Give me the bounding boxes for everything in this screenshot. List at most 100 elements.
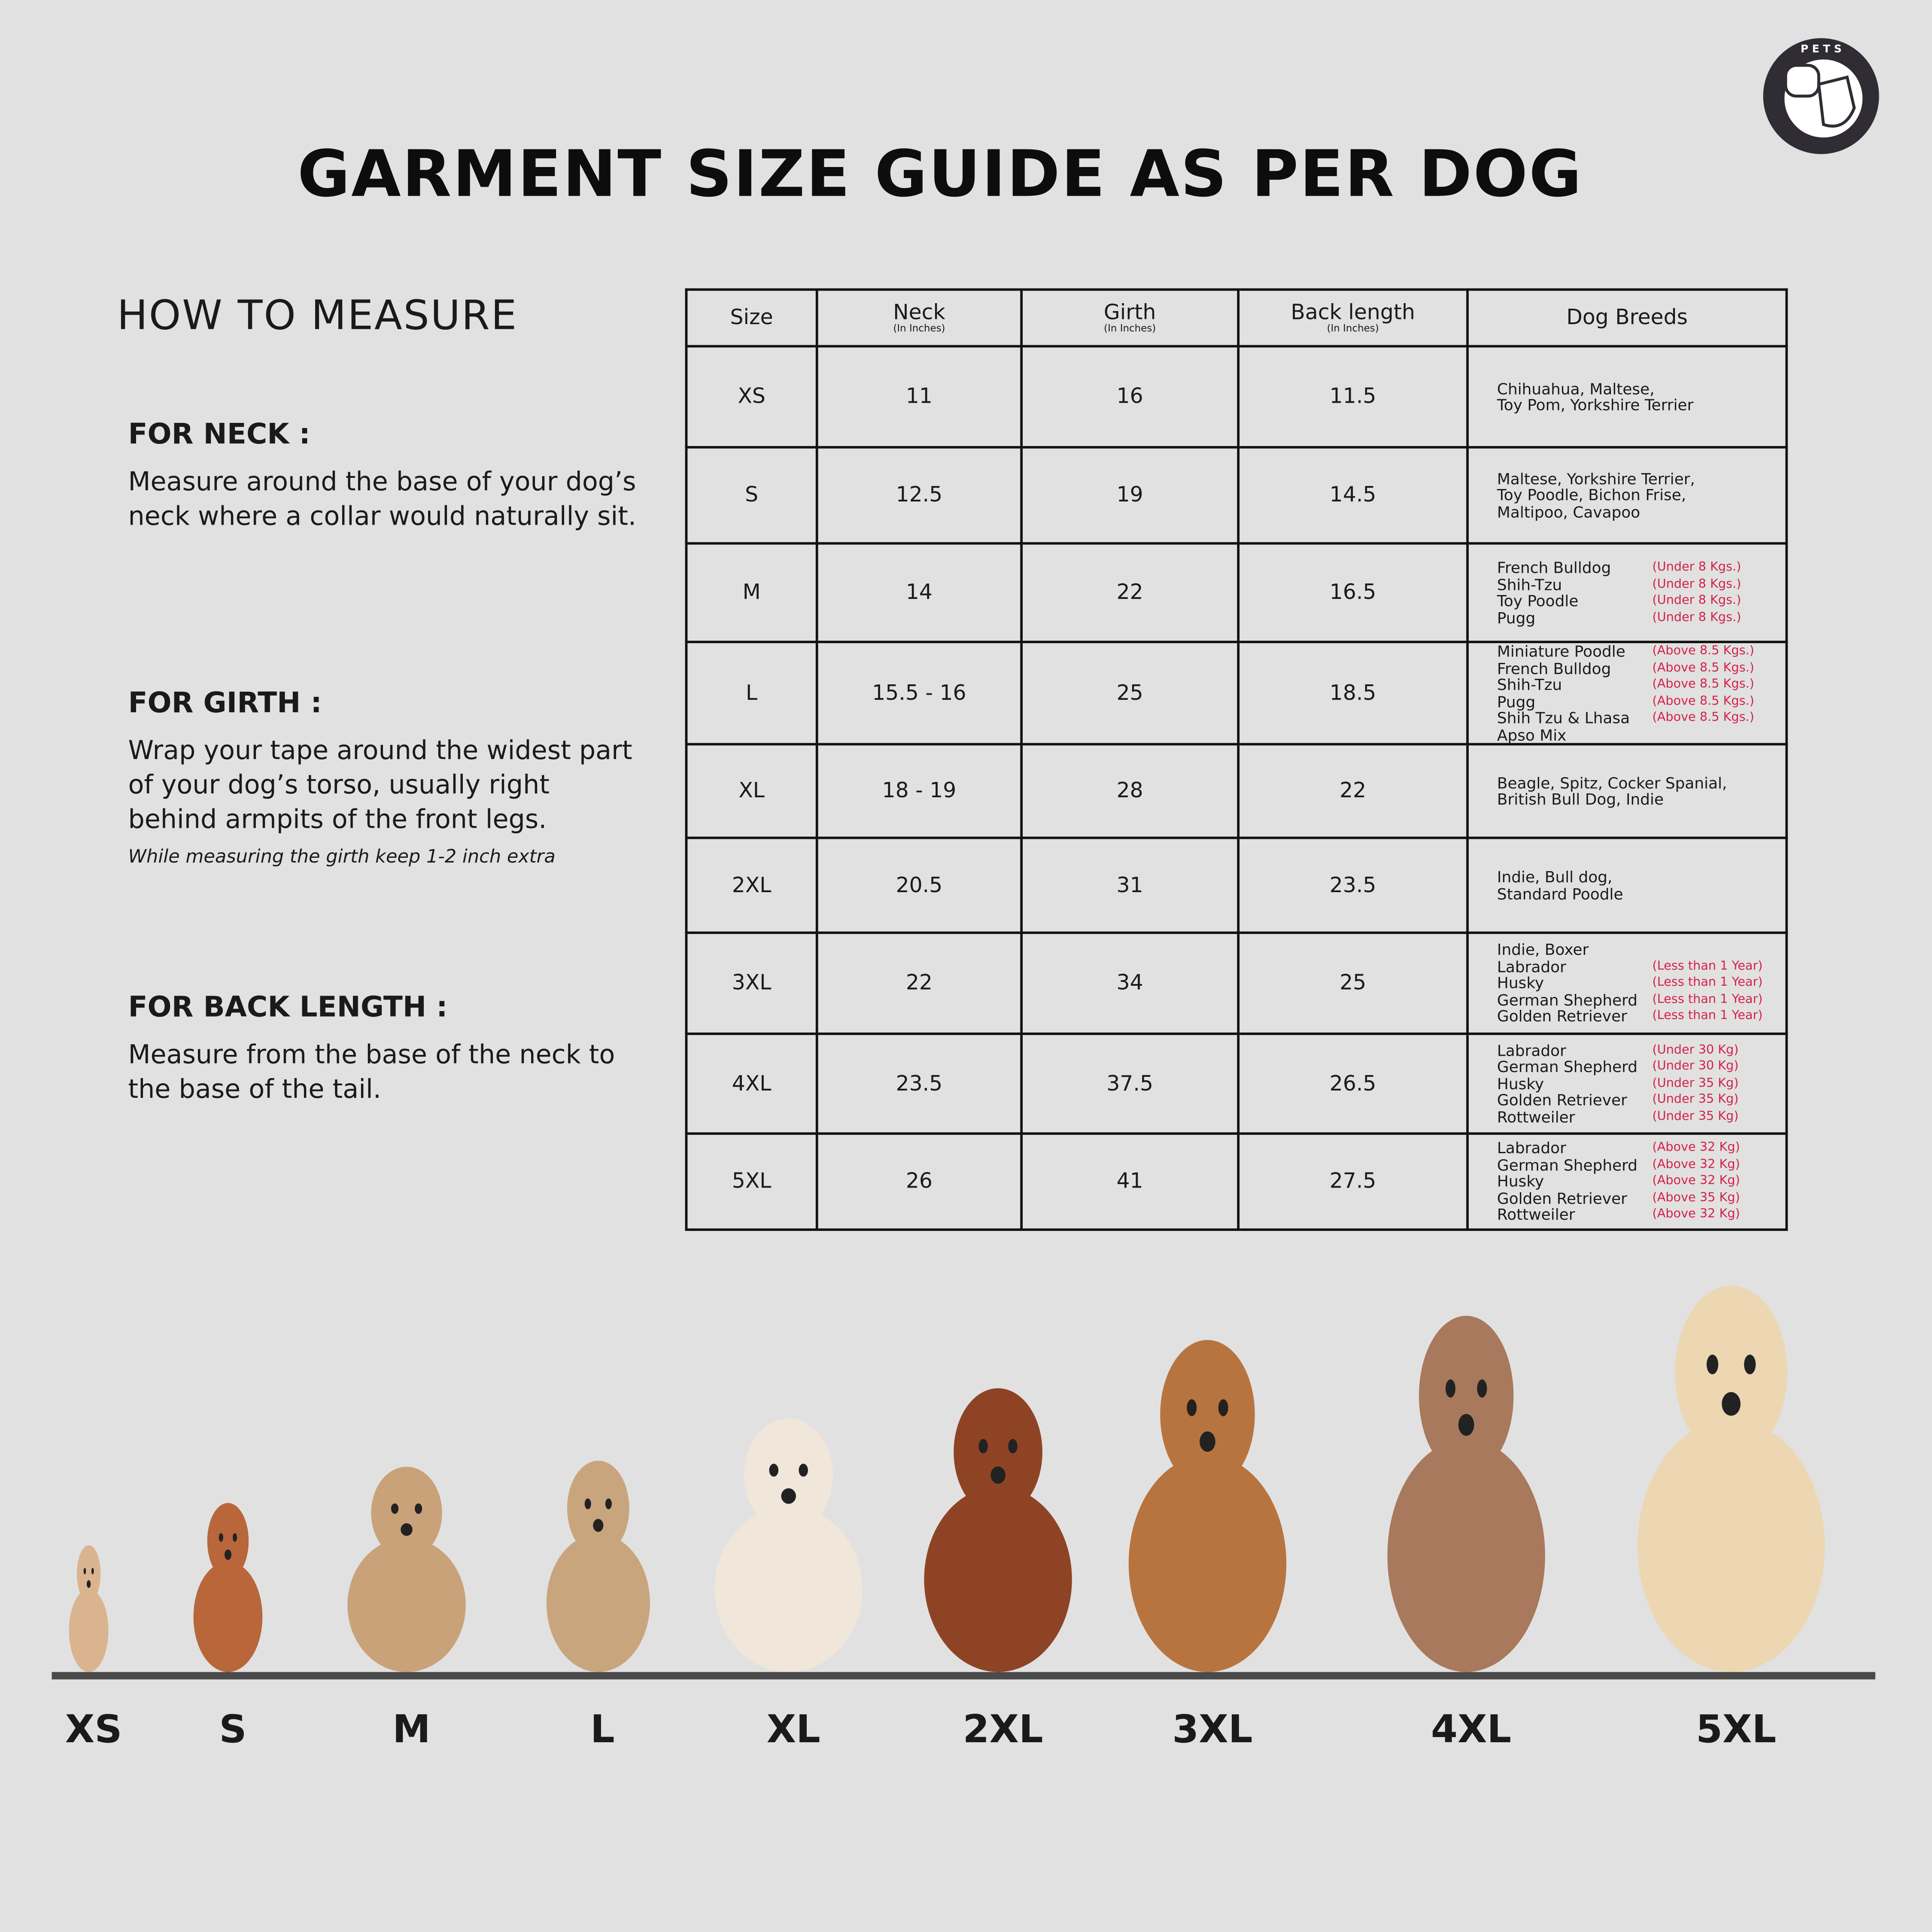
cell-back: 23.5 bbox=[1237, 836, 1469, 934]
header-size: Size bbox=[685, 288, 818, 348]
breed-name: Rottweiler bbox=[1497, 1107, 1575, 1126]
cell-back: 22 bbox=[1237, 743, 1469, 839]
cell-size: L bbox=[685, 641, 818, 746]
breed-weight-note: (Under 8 Kgs.) bbox=[1652, 611, 1741, 624]
breed-line: Labrador (Above 32 Kg) bbox=[1497, 1140, 1786, 1157]
table-row-xl: XL 18 - 19 28 22 Beagle, Spitz, Cocker Spani… bbox=[685, 743, 1788, 839]
breed-weight-note: (Above 8.5 Kgs.) bbox=[1652, 661, 1754, 675]
breed-name: German Shepherd bbox=[1497, 1155, 1638, 1174]
breed-line: Toy Pom, Yorkshire Terrier bbox=[1497, 397, 1786, 413]
breed-line: Golden Retriever (Under 35 Kg) bbox=[1497, 1092, 1786, 1109]
dog-image-3xl bbox=[1128, 1340, 1287, 1672]
breed-name: Labrador bbox=[1497, 957, 1566, 976]
how-to-measure-heading: HOW TO MEASURE bbox=[117, 291, 518, 339]
cell-neck: 11 bbox=[815, 345, 1023, 449]
breed-weight-note: (Under 30 Kg) bbox=[1652, 1060, 1739, 1074]
breed-name: Golden Retriever bbox=[1497, 1188, 1627, 1207]
neck-instructions: Measure around the base of your dog’s ne… bbox=[128, 467, 637, 531]
breed-line: French Bulldog (Under 8 Kgs.) bbox=[1497, 559, 1786, 576]
cell-girth: 19 bbox=[1020, 446, 1240, 545]
cell-breeds: Miniature Poodle (Above 8.5 Kgs.) French B… bbox=[1466, 641, 1788, 746]
girth-heading: FOR GIRTH : bbox=[128, 687, 322, 720]
breed-weight-note: (Above 32 Kg) bbox=[1652, 1141, 1740, 1155]
breed-weight-note: (Above 35 Kg) bbox=[1652, 1191, 1740, 1205]
table-row-4xl: 4XL 23.5 37.5 26.5 Labrador (Under 30 Kg) Germ… bbox=[685, 1032, 1788, 1135]
cell-neck: 23.5 bbox=[815, 1032, 1023, 1135]
breed-name: German Shepherd bbox=[1497, 990, 1638, 1009]
breed-weight-note: (Under 8 Kgs.) bbox=[1652, 577, 1741, 591]
svg-text:P E T S: P E T S bbox=[1801, 43, 1842, 55]
breed-weight-note: (Under 30 Kg) bbox=[1652, 1043, 1739, 1057]
cell-back: 25 bbox=[1237, 931, 1469, 1035]
table-row-xs: XS 11 16 11.5 Chihuahua, Maltese, Toy Pom, Yo… bbox=[685, 345, 1788, 449]
cell-breeds: Maltese, Yorkshire Terrier, Toy Poodle, B… bbox=[1466, 446, 1788, 545]
cell-neck: 20.5 bbox=[815, 836, 1023, 934]
dog-image-2xl bbox=[924, 1388, 1072, 1672]
cell-girth: 31 bbox=[1020, 836, 1240, 934]
back-length-instructions: Measure from the base of the neck to the… bbox=[128, 1040, 615, 1104]
cell-neck: 12.5 bbox=[815, 446, 1023, 545]
dog-image-xs bbox=[69, 1545, 109, 1672]
breed-weight-note: (Under 8 Kgs.) bbox=[1652, 560, 1741, 574]
cell-neck: 22 bbox=[815, 931, 1023, 1035]
breed-line: Pugg (Under 8 Kgs.) bbox=[1497, 609, 1786, 626]
breed-name: Shih-Tzu bbox=[1497, 574, 1562, 593]
dog-size-label-l: L bbox=[590, 1707, 615, 1752]
cell-back: 18.5 bbox=[1237, 641, 1469, 746]
girth-instructions: Wrap your tape around the widest part of… bbox=[128, 735, 632, 834]
breed-line: Shih-Tzu (Under 8 Kgs.) bbox=[1497, 576, 1786, 593]
dog-image-s bbox=[193, 1503, 263, 1672]
girth-note: While measuring the girth keep 1-2 inch … bbox=[128, 845, 556, 868]
breed-name: Shih Tzu & Lhasa Apso Mix bbox=[1497, 708, 1630, 744]
cell-back: 27.5 bbox=[1237, 1132, 1469, 1231]
header-girth: Girth (In Inches) bbox=[1020, 288, 1240, 348]
dog-size-label-2xl: 2XL bbox=[963, 1707, 1043, 1752]
cell-back: 14.5 bbox=[1237, 446, 1469, 545]
breed-name: Miniature Poodle bbox=[1497, 642, 1625, 661]
breed-name: Husky bbox=[1497, 1074, 1544, 1093]
breed-weight-note: (Above 8.5 Kgs.) bbox=[1652, 694, 1754, 708]
table-row-3xl: 3XL 22 34 25 Indie, Boxer Labrador (Less than … bbox=[685, 931, 1788, 1035]
table-row-5xl: 5XL 26 41 27.5 Labrador (Above 32 Kg) German S… bbox=[685, 1132, 1788, 1231]
breed-weight-note: (Less than 1 Year) bbox=[1652, 993, 1763, 1006]
cell-girth: 16 bbox=[1020, 345, 1240, 449]
breed-name: Indie, Boxer bbox=[1497, 940, 1589, 959]
breed-name: French Bulldog bbox=[1497, 558, 1611, 577]
breed-line: Maltese, Yorkshire Terrier, bbox=[1497, 471, 1786, 487]
dog-size-label-xl: XL bbox=[766, 1707, 820, 1752]
cell-girth: 34 bbox=[1020, 931, 1240, 1035]
dog-size-label-s: S bbox=[219, 1707, 247, 1752]
size-table: Size Neck (In Inches) Girth (In Inches) Ba… bbox=[685, 288, 1788, 1231]
table-row-s: S 12.5 19 14.5 Maltese, Yorkshire Terrier, To… bbox=[685, 446, 1788, 545]
breed-name: Toy Poodle, Bichon Frise, bbox=[1497, 486, 1686, 504]
cell-breeds: French Bulldog (Under 8 Kgs.) Shih-Tzu (Und… bbox=[1466, 542, 1788, 644]
breed-name: Rottweiler bbox=[1497, 1205, 1575, 1224]
breed-weight-note: (Less than 1 Year) bbox=[1652, 976, 1763, 990]
breed-line: Toy Poodle, Bichon Frise, bbox=[1497, 487, 1786, 504]
breed-line: Husky (Above 32 Kg) bbox=[1497, 1173, 1786, 1190]
cat-dog-logo-icon: P E T S bbox=[1763, 38, 1879, 154]
dog-size-label-3xl: 3XL bbox=[1172, 1707, 1253, 1752]
cell-back: 26.5 bbox=[1237, 1032, 1469, 1135]
cell-neck: 14 bbox=[815, 542, 1023, 644]
back-length-heading: FOR BACK LENGTH : bbox=[128, 992, 448, 1024]
table-row-m: M 14 22 16.5 French Bulldog (Under 8 Kgs.) Shi… bbox=[685, 542, 1788, 644]
breed-weight-note: (Under 35 Kg) bbox=[1652, 1093, 1739, 1107]
breed-line: British Bull Dog, Indie bbox=[1497, 791, 1786, 808]
cell-back: 16.5 bbox=[1237, 542, 1469, 644]
breed-weight-note: (Above 8.5 Kgs.) bbox=[1652, 677, 1754, 692]
breed-name: Pugg bbox=[1497, 692, 1536, 711]
cell-size: S bbox=[685, 446, 818, 545]
breed-line: Shih-Tzu (Above 8.5 Kgs.) bbox=[1497, 677, 1786, 693]
breed-line: Golden Retriever (Less than 1 Year) bbox=[1497, 1008, 1786, 1025]
cell-girth: 41 bbox=[1020, 1132, 1240, 1231]
breed-name: Standard Poodle bbox=[1497, 884, 1623, 903]
breed-name: Maltese, Yorkshire Terrier, bbox=[1497, 469, 1695, 488]
breed-line: Indie, Boxer bbox=[1497, 942, 1786, 958]
ground-line bbox=[52, 1672, 1875, 1680]
cell-breeds: Indie, Boxer Labrador (Less than 1 Year) Hu… bbox=[1466, 931, 1788, 1035]
breed-name: Indie, Bull dog, bbox=[1497, 867, 1613, 886]
cell-girth: 22 bbox=[1020, 542, 1240, 644]
breed-line: Maltipoo, Cavapoo bbox=[1497, 504, 1786, 520]
